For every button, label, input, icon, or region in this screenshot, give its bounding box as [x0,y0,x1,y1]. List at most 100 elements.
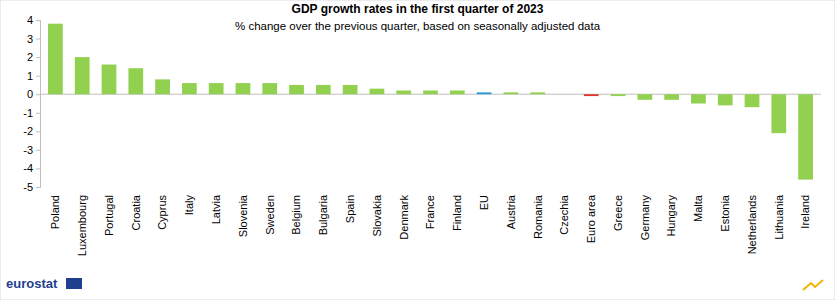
bar [236,83,251,94]
x-tick: Ireland [799,187,811,229]
bar [262,83,277,94]
x-tick: Romania [532,187,544,239]
x-tick-label: Estonia [719,194,731,232]
bar [504,92,519,94]
y-tick-mark [36,187,40,188]
bar [584,94,599,96]
x-axis: Poland Luxembourg Portugal Croatia Cyprus Ita… [41,187,822,256]
x-tick-label: Croatia [130,194,142,230]
x-tick-label: Finland [451,195,463,231]
y-tick-label: -5 [23,181,33,193]
y-tick: 1 [27,70,40,82]
bar [182,83,197,94]
x-tick: Greece [612,187,624,231]
bar [477,92,492,94]
source-logo: eurostat [6,276,82,291]
x-tick: Estonia [719,187,731,232]
y-tick-label: -2 [23,125,33,137]
x-tick: Croatia [130,187,142,230]
bar [128,68,143,94]
x-tick-label: Slovakia [371,194,383,236]
x-tick: Germany [639,187,651,240]
bar [798,94,813,179]
y-tick-mark [36,168,40,169]
x-tick: Poland [49,187,61,229]
y-tick-label: 1 [27,70,33,82]
y-tick: -4 [23,162,40,174]
x-tick-label: Slovenia [237,194,249,237]
x-tick: Latvia [210,187,222,224]
y-tick: 4 [27,14,40,26]
bars [48,24,813,180]
y-tick: 0 [27,88,40,100]
background [0,0,835,300]
x-tick-label: Latvia [210,194,222,224]
x-tick: Belgium [290,187,302,235]
x-tick: Denmark [398,187,410,240]
x-tick-label: Romania [532,194,544,239]
y-tick: -1 [23,107,40,119]
y-tick-mark [36,131,40,132]
x-tick-label: Bulgaria [317,194,329,235]
y-tick-label: 0 [27,88,33,100]
y-tick: 3 [27,33,40,45]
x-tick-label: Germany [639,195,651,241]
bar [289,85,304,94]
bar [664,94,679,100]
corner-icon [803,280,823,290]
x-tick-label: Portugal [103,195,115,236]
x-tick: Euro area [585,187,597,243]
bar [343,85,358,94]
y-axis: -5-4-3-2-101234 [23,14,40,193]
x-tick: EU [478,187,490,210]
bar [102,65,117,95]
y-tick-mark [36,76,40,77]
x-tick-label: Ireland [799,195,811,229]
subtitle: % change over the previous quarter, base… [235,20,601,32]
y-tick: -5 [23,181,40,193]
bar [155,79,170,94]
y-tick-mark [36,113,40,114]
bar [691,94,706,103]
bar [396,91,411,95]
x-tick: Slovakia [371,187,383,237]
x-tick: Hungary [665,187,677,237]
x-tick: Spain [344,187,356,223]
bar [209,83,224,94]
x-tick-label: Belgium [290,195,302,235]
x-tick: Czechia [558,187,570,235]
title: GDP growth rates in the first quarter of… [292,2,544,16]
x-tick: Netherlands [746,187,758,254]
x-tick: Bulgaria [317,187,329,235]
x-tick: Italy [183,187,195,215]
flag-icon [66,278,82,289]
chart: GDP growth rates in the first quarter of… [0,0,835,300]
y-tick-label: 3 [27,33,33,45]
x-tick-label: Greece [612,195,624,231]
x-tick-label: Denmark [398,195,410,240]
x-tick: Luxembourg [76,187,88,256]
y-axis-line [36,21,41,188]
x-tick: Malta [692,187,704,222]
x-tick-label: Euro area [585,194,597,243]
plot: -5-4-3-2-101234PolandLuxembourgPortugalC… [23,14,821,256]
x-tick: Portugal [103,187,115,236]
y-tick-label: -1 [23,107,33,119]
bar [75,57,90,94]
x-tick-label: Czechia [558,194,570,235]
x-axis-line [41,187,822,188]
x-tick: Cyprus [156,187,168,230]
x-tick-label: Austria [505,194,517,229]
y-tick-mark [36,150,40,151]
x-tick-label: Italy [183,195,195,216]
x-tick-label: Sweden [264,195,276,235]
x-tick-label: Lithuania [773,194,785,240]
bar [637,94,652,100]
y-tick-label: -3 [23,144,33,156]
y-tick: -3 [23,144,40,156]
x-tick: Finland [451,187,463,231]
source: eurostat [6,276,58,291]
x-tick: Slovenia [237,187,249,237]
x-tick-label: Netherlands [746,195,758,255]
x-tick-label: EU [478,195,490,210]
